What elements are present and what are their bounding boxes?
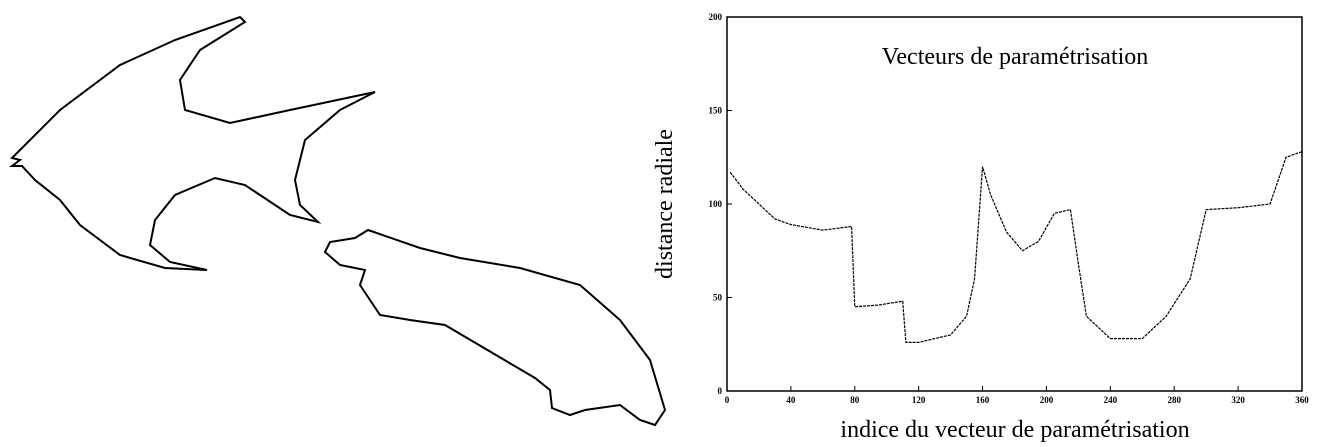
- car-outline: [323, 228, 667, 427]
- chart-title: Vecteurs de paramétrisation: [882, 44, 1149, 70]
- x-tick-label: 80: [850, 395, 860, 405]
- x-tick-label: 360: [1295, 395, 1309, 405]
- x-tick-label: 40: [786, 395, 796, 405]
- x-tick-label: 200: [1040, 395, 1054, 405]
- plot-frame: [726, 16, 1303, 392]
- y-tick-label: 200: [709, 12, 723, 22]
- fish-outline: [9, 15, 376, 271]
- x-tick-label: 320: [1231, 395, 1245, 405]
- data-line: [729, 151, 1303, 343]
- x-tick-label: 160: [976, 395, 990, 405]
- y-tick-label: 0: [718, 386, 723, 396]
- y-tick-label: 150: [709, 106, 723, 116]
- y-tick-label: 50: [713, 293, 723, 303]
- x-tick-label: 0: [725, 395, 730, 405]
- y-tick-label: 100: [709, 199, 723, 209]
- x-tick-label: 120: [912, 395, 926, 405]
- y-axis-label: distance radiale: [652, 129, 678, 279]
- x-tick-label: 280: [1167, 395, 1181, 405]
- x-tick-label: 240: [1104, 395, 1118, 405]
- x-axis-label: indice du vecteur de paramétrisation: [840, 417, 1189, 442]
